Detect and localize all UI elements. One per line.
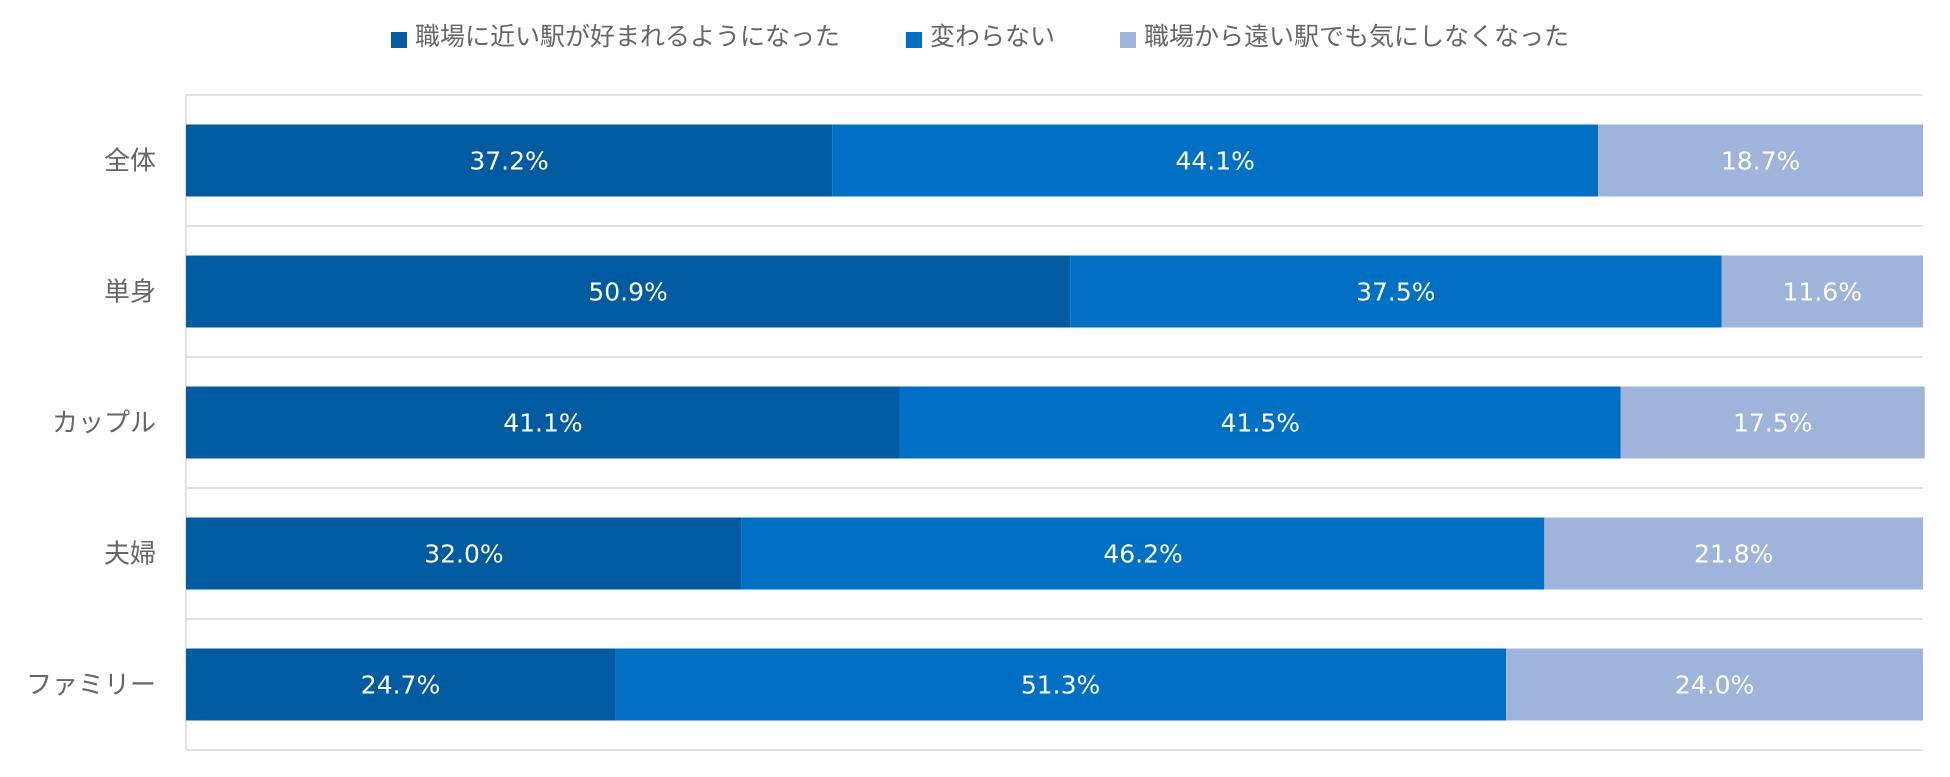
legend-label: 職場に近い駅が好まれるようになった — [415, 22, 840, 51]
legend-item: 職場に近い駅が好まれるようになった — [391, 22, 840, 51]
bar-segment — [186, 255, 1071, 328]
bars — [186, 124, 1925, 721]
data-label: 24.7% — [361, 671, 440, 700]
data-label: 41.5% — [1221, 409, 1300, 438]
gridlines — [185, 94, 1923, 751]
data-label: 18.7% — [1721, 147, 1800, 176]
legend-swatch — [391, 32, 407, 48]
data-label: 46.2% — [1103, 540, 1182, 569]
bar-segment — [741, 517, 1545, 590]
category-label: ファミリー — [26, 671, 156, 701]
bar-segment — [899, 386, 1621, 459]
legend-label: 変わらない — [930, 22, 1055, 51]
data-label: 24.0% — [1675, 671, 1754, 700]
category-label: 全体 — [104, 147, 156, 177]
bar-segment — [1598, 124, 1923, 197]
category-label: 単身 — [104, 278, 156, 308]
category-label: 夫婦 — [104, 540, 156, 570]
data-label: 37.2% — [469, 147, 548, 176]
data-label: 37.5% — [1356, 278, 1435, 307]
bar-segment — [1506, 648, 1923, 721]
bar-segment — [1620, 386, 1925, 459]
bar-segment — [1070, 255, 1722, 328]
data-label: 11.6% — [1783, 278, 1862, 307]
bar-segment — [615, 648, 1507, 721]
bar-segment — [186, 648, 616, 721]
data-label: 21.8% — [1694, 540, 1773, 569]
bar-segment — [186, 517, 742, 590]
legend-item: 職場から遠い駅でも気にしなくなった — [1120, 22, 1569, 51]
bar-segment — [832, 124, 1599, 197]
data-labels: 37.2% 44.1% 18.7% 50.9% 37.5% 11.6% 41.1% 41.5%… — [361, 147, 1862, 700]
data-label: 32.0% — [424, 540, 503, 569]
data-label: 44.1% — [1175, 147, 1254, 176]
data-label: 51.3% — [1021, 671, 1100, 700]
data-label: 50.9% — [588, 278, 667, 307]
bar-segment — [1721, 255, 1923, 328]
bar-segment — [1544, 517, 1923, 590]
legend-item: 変わらない — [906, 22, 1055, 51]
category-label: カップル — [52, 409, 156, 439]
bar-segment — [186, 124, 833, 197]
data-label: 17.5% — [1733, 409, 1812, 438]
bar-segment — [186, 386, 900, 459]
legend-swatch — [906, 32, 922, 48]
legend: 職場に近い駅が好まれるようになった 変わらない 職場から遠い駅でも気にしなくなった — [391, 22, 1569, 51]
legend-swatch — [1120, 32, 1136, 48]
data-label: 41.1% — [503, 409, 582, 438]
legend-label: 職場から遠い駅でも気にしなくなった — [1144, 22, 1569, 51]
